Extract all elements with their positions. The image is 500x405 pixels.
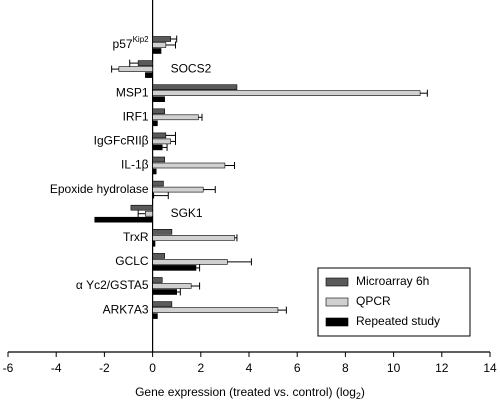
error-bar [224,162,236,169]
category-label: MSP1 [116,85,149,99]
bar [145,210,153,217]
bar [152,307,279,313]
x-axis-label-sub: 2 [356,391,361,401]
bar [152,84,238,90]
error-bar [137,210,146,218]
bar [152,313,158,319]
category-label-sup: Kip2 [133,35,150,44]
x-tick-label: 10 [387,361,401,375]
legend-label: Microarray 6h [356,274,429,288]
category-label: p57Kip2 [113,35,150,51]
bar [152,156,165,163]
category-label: SGK1 [171,206,203,220]
category-label: α Yc2/GSTA5 [76,278,149,292]
error-bar [203,186,216,194]
bar [152,241,156,247]
legend-swatch [325,297,349,307]
bar [152,90,421,96]
category-label: ARK7A3 [103,302,149,316]
error-bar [162,143,168,151]
error-bar [191,282,201,290]
x-tick-label: 4 [246,361,253,375]
bar [152,192,155,199]
error-bar [227,258,252,266]
error-bar [420,89,428,97]
x-tick-label: 6 [294,361,301,375]
bar [152,180,164,187]
x-tick-label: -4 [51,361,62,375]
bar [152,96,165,102]
error-bar [129,59,139,67]
bar [152,283,192,289]
category-label-text: p57 [113,37,133,51]
x-tick-label: 8 [342,361,349,375]
legend-label: Repeated study [356,314,440,328]
error-bar [198,113,203,121]
category-label: SOCS2 [171,61,212,75]
bar [152,301,173,307]
legend-label: QPCR [356,294,391,308]
bar [152,108,165,115]
bar [94,216,153,223]
x-axis-label-end: ) [361,385,365,399]
bar [152,259,228,265]
bar [152,42,167,48]
bar [152,265,197,271]
legend-swatch [325,317,349,327]
bar [152,132,167,139]
bar [152,120,158,127]
error-bar [111,65,119,73]
bar [152,36,171,42]
bar [152,168,157,175]
category-label: IgGFcRIIβ [94,134,149,148]
bar [152,114,199,121]
category-label: TrxR [123,230,149,244]
bar [152,229,173,235]
error-bar [277,306,287,314]
x-tick-label: -2 [99,361,110,375]
x-tick-label: 0 [149,361,156,375]
bar [145,72,153,78]
x-tick-label: 12 [435,361,449,375]
legend-swatch [325,277,349,287]
bar [152,253,165,259]
bar [152,235,235,241]
x-tick-label: 2 [197,361,204,375]
bar [152,138,171,145]
category-label: IRF1 [123,109,149,123]
x-axis-label: Gene expression (treated vs. control) (l… [135,385,365,401]
error-bar [170,137,176,145]
category-label: GCLC [115,254,149,268]
error-bar [153,192,169,200]
error-bar [165,131,176,139]
x-tick-label: -6 [3,361,14,375]
bar [152,162,226,169]
bar [152,277,163,283]
error-bar [234,234,238,242]
bar [152,48,162,54]
bar [137,60,153,66]
error-bar [165,41,176,49]
bar [152,289,178,295]
x-tick-label: 14 [483,361,497,375]
error-bar [170,35,178,43]
bar [130,204,153,211]
category-label: Epoxide hydrolase [50,182,149,196]
error-bar [176,288,181,296]
category-label: IL-1β [121,158,149,172]
bar [152,186,204,193]
error-bar [195,264,201,272]
x-axis-label-text: Gene expression (treated vs. control) (l… [135,385,356,399]
bar [118,66,153,72]
bar [152,144,163,151]
